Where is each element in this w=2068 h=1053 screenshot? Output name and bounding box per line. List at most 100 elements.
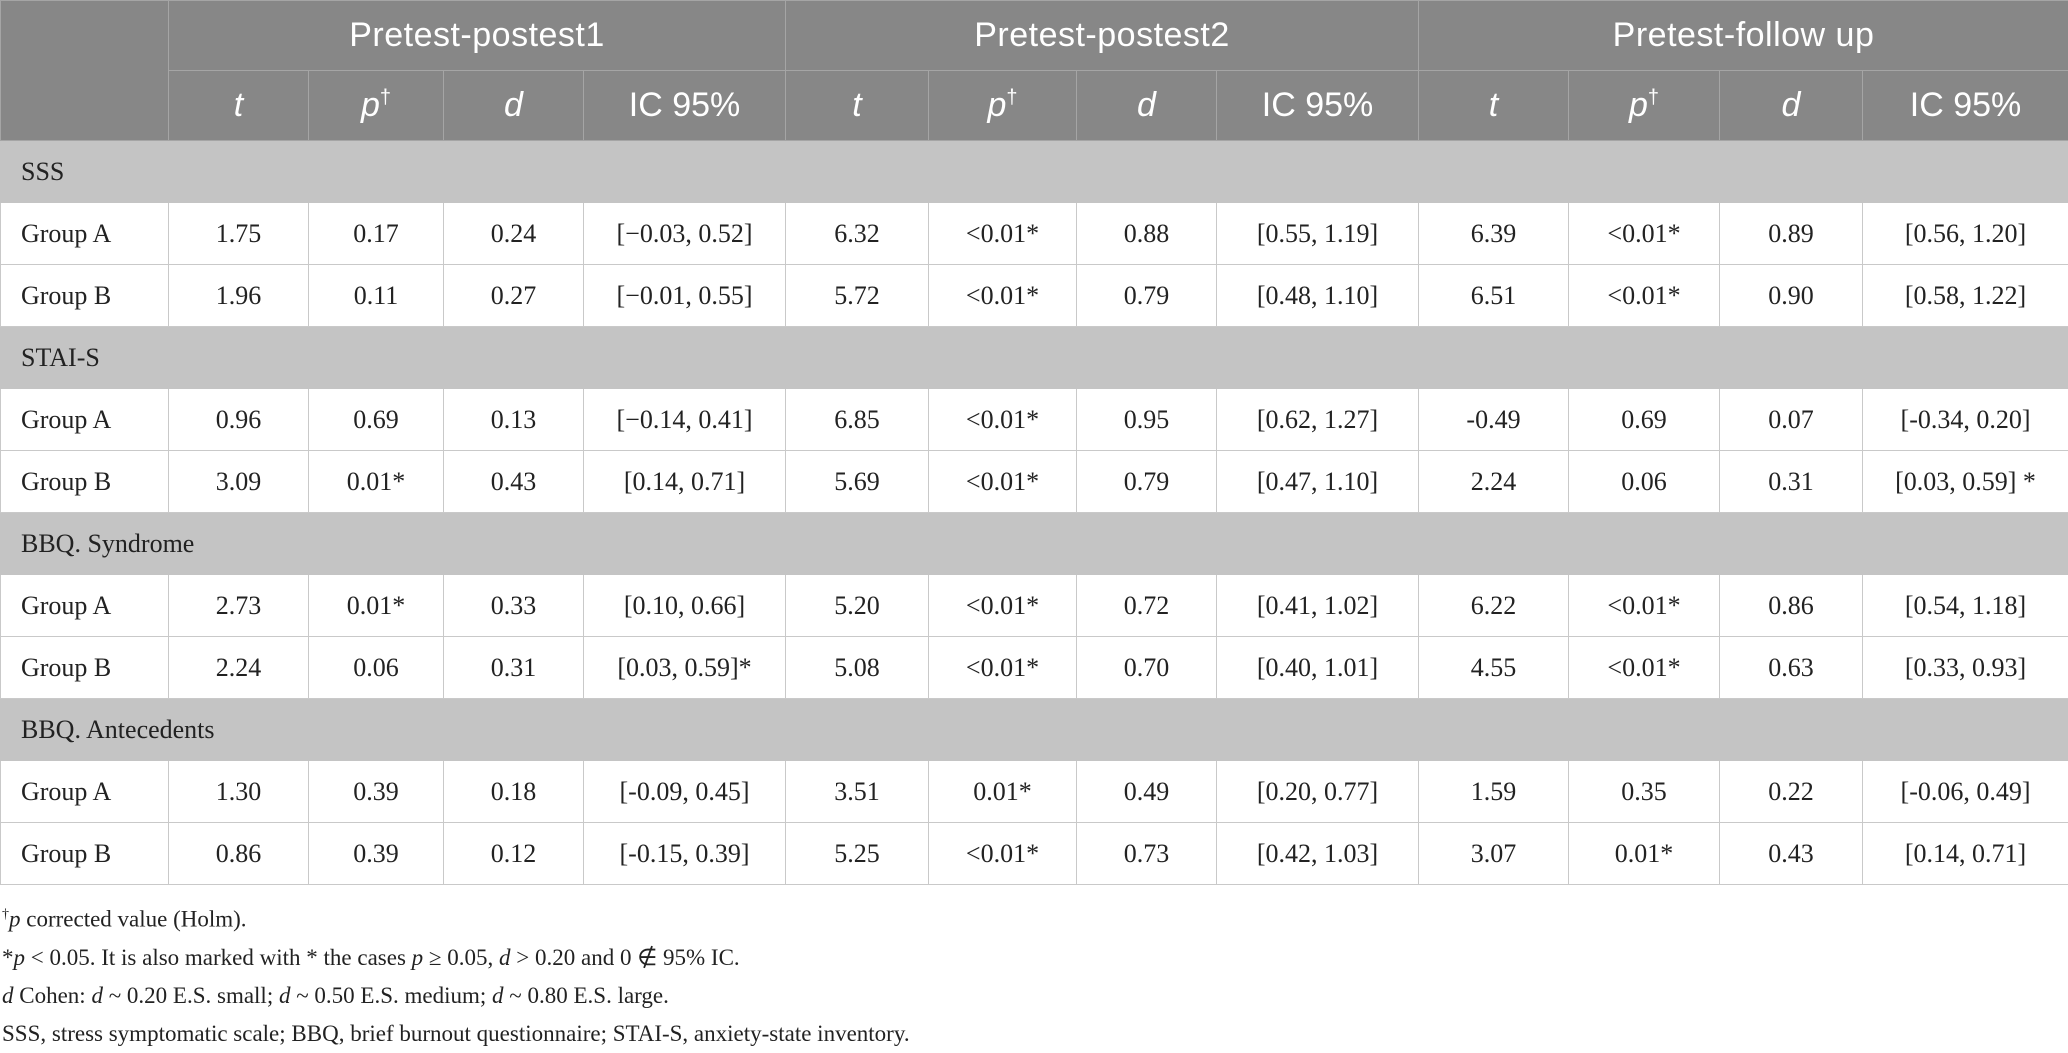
column-header-d: d xyxy=(1077,71,1217,141)
row-label: Group A xyxy=(1,203,169,265)
column-header-t: t xyxy=(169,71,309,141)
table-cell: <0.01* xyxy=(1569,575,1720,637)
dagger-mark: † xyxy=(1006,87,1017,109)
table-cell: [-0.09, 0.45] xyxy=(584,761,786,823)
table-cell: [0.55, 1.19] xyxy=(1217,203,1419,265)
group-header-pretest-postest1: Pretest-postest1 xyxy=(169,1,786,71)
table-cell: 3.07 xyxy=(1419,823,1569,885)
table-cell: 0.86 xyxy=(169,823,309,885)
column-header-d: d xyxy=(1720,71,1863,141)
dagger-mark: † xyxy=(380,87,391,109)
table-cell: [0.62, 1.27] xyxy=(1217,389,1419,451)
column-header-p: p† xyxy=(929,71,1077,141)
table-cell: 0.33 xyxy=(444,575,584,637)
table-cell: 0.06 xyxy=(1569,451,1720,513)
table-cell: 1.96 xyxy=(169,265,309,327)
table-cell: <0.01* xyxy=(929,637,1077,699)
table-cell: [0.41, 1.02] xyxy=(1217,575,1419,637)
column-header-t: t xyxy=(1419,71,1569,141)
column-header-p: p† xyxy=(309,71,444,141)
dagger-mark: † xyxy=(1648,87,1659,109)
table-cell: 0.69 xyxy=(309,389,444,451)
section-row: SSS xyxy=(1,141,2068,203)
table-cell: 0.43 xyxy=(1720,823,1863,885)
table-cell: [0.58, 1.22] xyxy=(1863,265,2068,327)
table-cell: [−0.01, 0.55] xyxy=(584,265,786,327)
table-cell: 6.32 xyxy=(786,203,929,265)
table-cell: [0.10, 0.66] xyxy=(584,575,786,637)
table-cell: 0.01* xyxy=(1569,823,1720,885)
table-cell: <0.01* xyxy=(1569,637,1720,699)
group-header-pretest-postest2: Pretest-postest2 xyxy=(786,1,1419,71)
table-cell: <0.01* xyxy=(1569,203,1720,265)
results-table: Pretest-postest1 Pretest-postest2 Pretes… xyxy=(0,0,2068,885)
table-cell: 0.11 xyxy=(309,265,444,327)
table-cell: 5.25 xyxy=(786,823,929,885)
section-row: STAI-S xyxy=(1,327,2068,389)
corner-cell xyxy=(1,1,169,141)
table-cell: 1.75 xyxy=(169,203,309,265)
table-cell: 3.51 xyxy=(786,761,929,823)
column-header-ci: IC 95% xyxy=(1217,71,1419,141)
section-row: BBQ. Syndrome xyxy=(1,513,2068,575)
table-cell: 0.69 xyxy=(1569,389,1720,451)
table-cell: 0.39 xyxy=(309,823,444,885)
table-cell: 0.18 xyxy=(444,761,584,823)
table-cell: 6.51 xyxy=(1419,265,1569,327)
group-header-row: Pretest-postest1 Pretest-postest2 Pretes… xyxy=(1,1,2068,71)
row-label: Group B xyxy=(1,637,169,699)
table-cell: 0.63 xyxy=(1720,637,1863,699)
table-cell: 1.30 xyxy=(169,761,309,823)
row-label: Group A xyxy=(1,575,169,637)
table-cell: [0.03, 0.59]* xyxy=(584,637,786,699)
table-cell: 0.49 xyxy=(1077,761,1217,823)
row-label: Group A xyxy=(1,389,169,451)
table-cell: 1.59 xyxy=(1419,761,1569,823)
table-cell: 2.73 xyxy=(169,575,309,637)
table-cell: 0.31 xyxy=(1720,451,1863,513)
table-cell: 0.72 xyxy=(1077,575,1217,637)
table-cell: <0.01* xyxy=(929,203,1077,265)
table-cell: 0.01* xyxy=(309,575,444,637)
table-cell: 5.08 xyxy=(786,637,929,699)
section-row: BBQ. Antecedents xyxy=(1,699,2068,761)
table-cell: 0.79 xyxy=(1077,265,1217,327)
column-header-t: t xyxy=(786,71,929,141)
row-label: Group B xyxy=(1,451,169,513)
table-notes: †p corrected value (Holm). *p < 0.05. It… xyxy=(0,896,2068,1053)
table-cell: <0.01* xyxy=(929,575,1077,637)
table-cell: <0.01* xyxy=(929,451,1077,513)
table-cell: <0.01* xyxy=(929,265,1077,327)
table-cell: 0.12 xyxy=(444,823,584,885)
dagger-mark: † xyxy=(2,907,9,922)
table-cell: 0.88 xyxy=(1077,203,1217,265)
table-cell: 6.22 xyxy=(1419,575,1569,637)
table-cell: 0.39 xyxy=(309,761,444,823)
note-cohen: d Cohen: d ~ 0.20 E.S. small; d ~ 0.50 E… xyxy=(0,977,2068,1015)
table-cell: 0.90 xyxy=(1720,265,1863,327)
table-cell: [0.03, 0.59] * xyxy=(1863,451,2068,513)
table-cell: 0.73 xyxy=(1077,823,1217,885)
column-header-ci: IC 95% xyxy=(1863,71,2068,141)
note-holm: †p corrected value (Holm). xyxy=(0,896,2068,939)
table-cell: [0.56, 1.20] xyxy=(1863,203,2068,265)
table-cell: <0.01* xyxy=(929,389,1077,451)
table-cell: 4.55 xyxy=(1419,637,1569,699)
table-cell: 0.01* xyxy=(929,761,1077,823)
table-cell: 0.27 xyxy=(444,265,584,327)
group-header-pretest-follow-up: Pretest-follow up xyxy=(1419,1,2068,71)
note-abbreviations: SSS, stress symptomatic scale; BBQ, brie… xyxy=(0,1015,2068,1053)
column-header-d: d xyxy=(444,71,584,141)
table-cell: 0.13 xyxy=(444,389,584,451)
table-cell: [-0.15, 0.39] xyxy=(584,823,786,885)
row-label: Group B xyxy=(1,265,169,327)
table-cell: 0.43 xyxy=(444,451,584,513)
table-cell: <0.01* xyxy=(1569,265,1720,327)
